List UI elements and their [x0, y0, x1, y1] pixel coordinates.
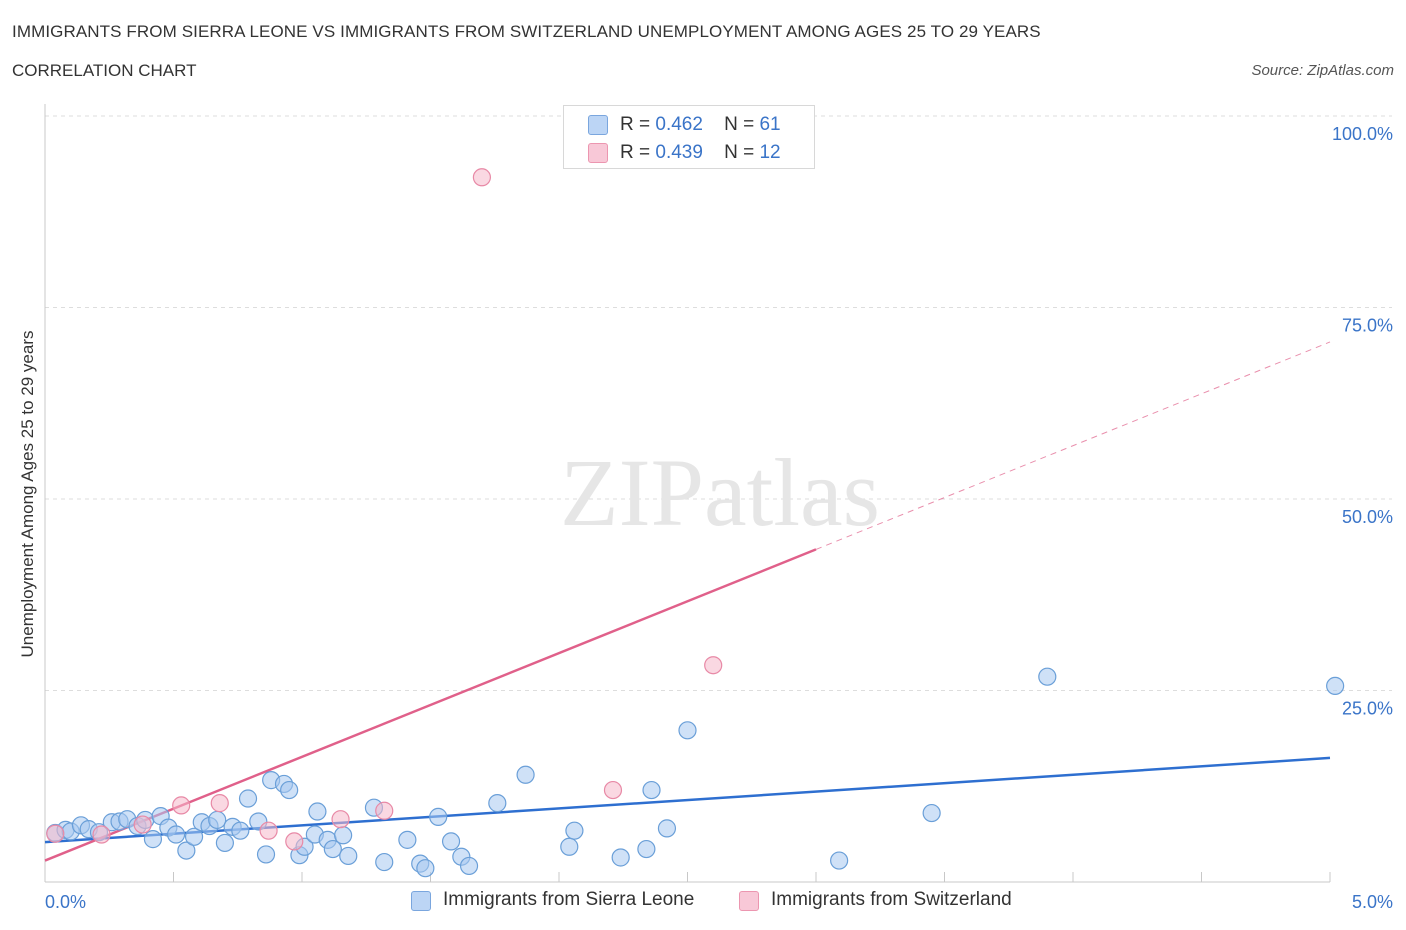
point-sierra-leone-43: [441, 832, 461, 851]
point-sierra-leone-14: [166, 825, 186, 844]
point-sierra-leone-48: [560, 837, 579, 856]
point-sierra-leone-20: [215, 833, 234, 853]
point-sierra-leone-41: [416, 859, 435, 878]
point-sierra-leone-22: [231, 821, 250, 840]
legend-text-sierra-leone: R = 0.462 N = 61: [620, 114, 781, 136]
legend-swatch-sierra-leone: [588, 115, 608, 135]
point-sierra-leone-47: [516, 765, 535, 784]
point-sierra-leone-39: [398, 830, 417, 849]
legend-r-value-switzerland: 0.439: [655, 142, 703, 163]
point-sierra-leone-50: [611, 848, 630, 867]
point-sierra-leone-35: [334, 826, 353, 845]
y-tick-label-25: 25.0%: [1342, 699, 1393, 719]
legend-r-label: R =: [620, 114, 651, 135]
bottom-legend-label-sierra-leone: Immigrants from Sierra Leone: [443, 889, 695, 910]
chart-title: IMMIGRANTS FROM SIERRA LEONE VS IMMIGRAN…: [12, 22, 1041, 41]
point-sierra-leone-34: [323, 839, 342, 859]
point-sierra-leone-58: [1326, 676, 1345, 696]
axis-layer: [44, 104, 1331, 883]
points-layer: [46, 168, 1345, 878]
legend-n-label: N =: [724, 114, 755, 135]
y-tick-label-50: 50.0%: [1342, 507, 1393, 527]
grid-layer: [45, 115, 1392, 691]
point-sierra-leone-45: [459, 856, 479, 876]
point-switzerland-0: [46, 824, 65, 843]
point-sierra-leone-28: [280, 780, 299, 800]
chart-source: Source: ZipAtlas.com: [1251, 62, 1394, 79]
point-sierra-leone-23: [238, 789, 258, 808]
point-sierra-leone-19: [208, 810, 227, 830]
y-tick-label-75: 75.0%: [1342, 316, 1393, 336]
y-tick-label-100: 100.0%: [1332, 124, 1393, 144]
point-sierra-leone-11: [143, 830, 163, 849]
point-switzerland-7: [331, 810, 350, 829]
point-switzerland-2: [133, 815, 152, 834]
point-switzerland-4: [210, 794, 229, 813]
point-sierra-leone-52: [642, 780, 661, 800]
legend-n-label: N =: [724, 142, 755, 163]
point-sierra-leone-25: [256, 845, 276, 864]
point-sierra-leone-55: [830, 851, 849, 870]
point-sierra-leone-32: [308, 802, 327, 821]
legend-text-switzerland: R = 0.439 N = 12: [620, 142, 781, 164]
point-sierra-leone-57: [1038, 667, 1057, 686]
tick-layer: 25.0% 50.0% 75.0% 100.0% 0.0% 5.0%: [45, 124, 1393, 912]
trend-layer: [44, 341, 1331, 862]
point-sierra-leone-51: [637, 839, 656, 859]
point-switzerland-8: [375, 801, 394, 820]
point-sierra-leone-49: [565, 821, 584, 840]
point-sierra-leone-53: [657, 819, 677, 838]
point-switzerland-5: [259, 821, 278, 840]
point-sierra-leone-38: [375, 852, 394, 872]
point-switzerland-3: [172, 796, 191, 815]
bottom-legend-label-switzerland: Immigrants from Switzerland: [771, 889, 1012, 910]
point-switzerland-11: [704, 656, 723, 675]
point-sierra-leone-15: [177, 841, 196, 860]
point-sierra-leone-46: [488, 794, 507, 813]
y-axis-label: Unemployment Among Ages 25 to 29 years: [18, 330, 37, 658]
point-switzerland-9: [472, 168, 491, 187]
x-tick-label-0: 0.0%: [45, 892, 86, 912]
watermark: ZIPatlas: [560, 439, 880, 546]
legend-n-value-sierra-leone: 61: [759, 114, 781, 135]
point-sierra-leone-42: [429, 807, 448, 826]
trend-line-dashed-switzerland: [815, 341, 1331, 550]
point-sierra-leone-36: [339, 846, 358, 866]
point-sierra-leone-16: [184, 827, 204, 846]
legend-n-value-switzerland: 12: [759, 142, 781, 163]
bottom-legend-swatch-switzerland: [739, 891, 759, 911]
legend-r-label: R =: [620, 142, 651, 163]
point-switzerland-10: [603, 780, 623, 800]
point-sierra-leone-56: [922, 803, 941, 823]
x-tick-label-1: 5.0%: [1352, 892, 1393, 912]
legend-r-value-sierra-leone: 0.462: [655, 114, 703, 135]
point-switzerland-1: [92, 825, 111, 844]
point-sierra-leone-54: [678, 721, 697, 740]
legend-swatch-switzerland: [588, 143, 608, 163]
chart-subtitle: CORRELATION CHART: [12, 61, 197, 80]
point-switzerland-6: [285, 832, 304, 851]
bottom-legend-swatch-sierra-leone: [411, 891, 431, 911]
legend-box: R = 0.462 N = 61 R = 0.439 N = 12: [563, 105, 815, 169]
